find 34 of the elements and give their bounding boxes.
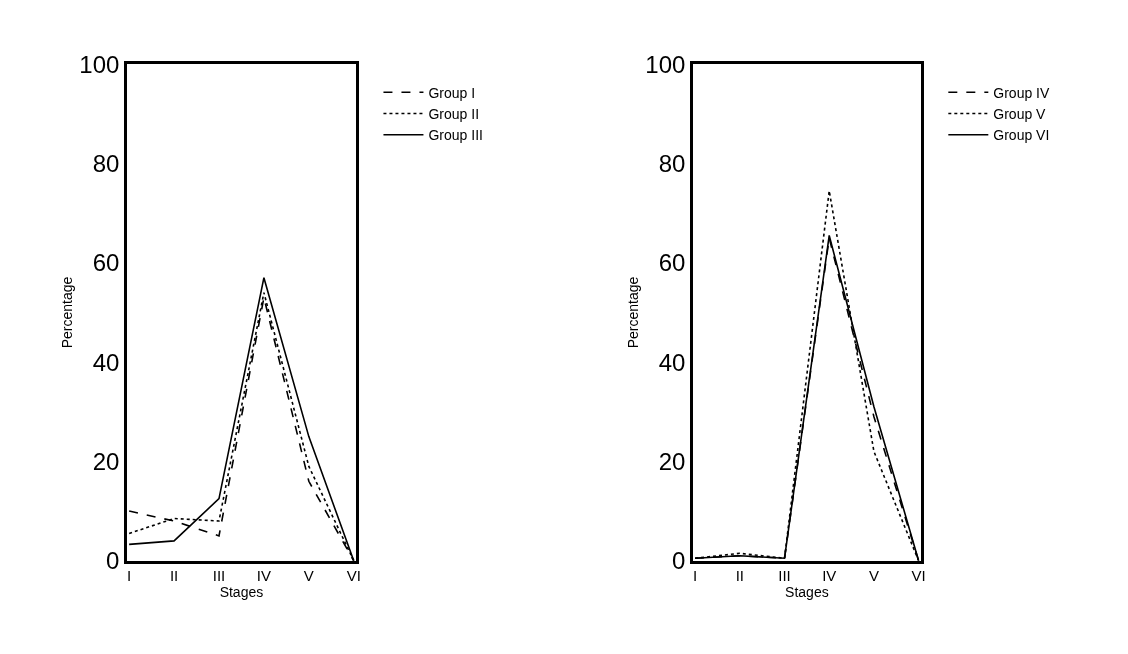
y-tick-label: 20	[658, 447, 686, 475]
x-tick-label: III	[778, 567, 791, 585]
y-tick-label: 0	[105, 547, 120, 575]
x-tick-label: V	[868, 567, 879, 585]
legend-label: Group II	[428, 105, 480, 122]
x-tick-label: III	[212, 567, 226, 585]
y-tick-label: 80	[92, 149, 120, 177]
x-tick-label: V	[303, 567, 314, 585]
legend-label: Group III	[428, 127, 483, 144]
y-tick-label: 80	[658, 149, 686, 177]
x-tick-label: VI	[346, 567, 361, 585]
y-tick-label: 100	[79, 50, 120, 78]
y-axis-title: Percentage	[624, 276, 641, 349]
x-tick-label: II	[735, 567, 744, 585]
y-tick-label: 40	[92, 348, 120, 376]
y-tick-label: 100	[645, 50, 686, 78]
x-tick-label: IV	[822, 567, 837, 585]
legend-label: Group VI	[993, 127, 1050, 144]
legend-label: Group IV	[993, 84, 1051, 101]
x-tick-label: I	[693, 567, 698, 585]
y-tick-label: 40	[658, 348, 686, 376]
x-tick-label: II	[169, 567, 179, 585]
x-tick-label: I	[127, 567, 132, 585]
y-tick-label: 60	[92, 249, 120, 277]
y-tick-label: 0	[671, 547, 686, 575]
x-tick-label: VI	[911, 567, 926, 585]
y-axis-title: Percentage	[58, 276, 75, 349]
x-axis-title: Stages	[785, 584, 829, 601]
y-tick-label: 60	[658, 249, 686, 277]
x-tick-label: IV	[256, 567, 271, 585]
legend-label: Group V	[993, 105, 1047, 122]
y-tick-label: 20	[92, 447, 120, 475]
legend-label: Group I	[428, 84, 476, 101]
x-axis-title: Stages	[219, 584, 264, 601]
